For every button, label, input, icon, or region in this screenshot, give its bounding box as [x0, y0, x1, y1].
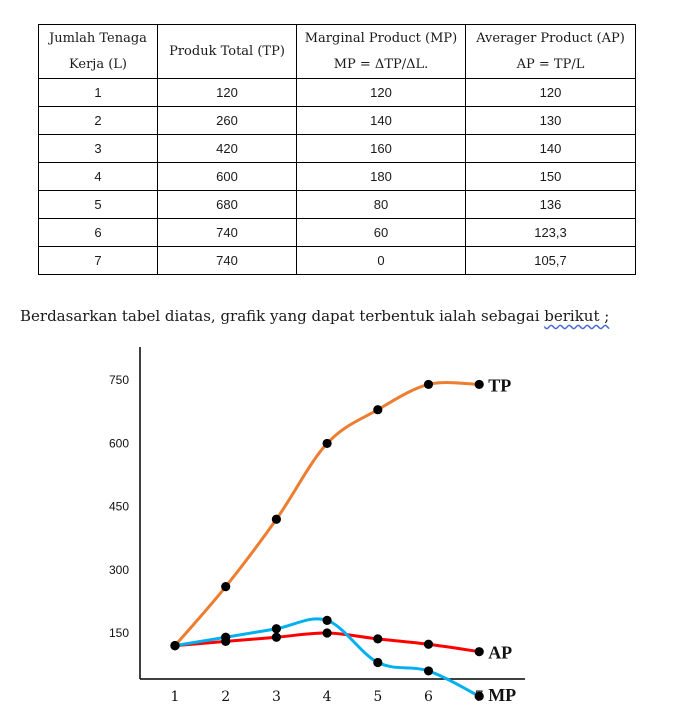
- mp-point: [271, 624, 281, 634]
- tp-line: [173, 381, 481, 648]
- header-tp: Produk Total (TP): [157, 24, 297, 79]
- cell-labor: 4: [38, 162, 158, 191]
- header-ap: Averager Product (AP) AP = TP/L: [465, 24, 636, 79]
- header-tp-line1: Produk Total (TP): [169, 43, 285, 59]
- header-labor: Jumlah Tenaga Kerja (L): [38, 24, 158, 79]
- data-points: [170, 379, 484, 701]
- tp-series-label: TP: [488, 375, 511, 395]
- intro-sentence-text: Berdasarkan tabel diatas, grafik yang da…: [20, 307, 545, 325]
- y-tick-label: 750: [109, 373, 129, 387]
- mp-point: [221, 632, 231, 642]
- cell-tp: 740: [157, 218, 297, 247]
- cell-labor: 7: [38, 246, 158, 275]
- tp-point: [221, 582, 231, 592]
- ap-point: [423, 639, 434, 649]
- cell-ap: 136: [465, 190, 636, 219]
- cell-mp: 80: [296, 190, 466, 219]
- mp-point: [423, 666, 434, 676]
- series-labels: AP MP TP: [488, 375, 516, 705]
- cell-mp: 160: [296, 134, 466, 163]
- cell-ap: 120: [465, 78, 636, 107]
- x-tick-label: 1: [171, 689, 180, 705]
- ap-point: [373, 634, 383, 644]
- cell-mp: 0: [296, 246, 466, 275]
- header-mp: Marginal Product (MP) MP = ΔTP/ΔL.: [296, 24, 466, 79]
- mp-point: [474, 691, 484, 701]
- cell-mp: 140: [296, 106, 466, 135]
- table-row: 6 740 60 123,3: [38, 218, 636, 247]
- x-tick-label: 4: [323, 689, 332, 705]
- tp-point: [474, 379, 484, 390]
- table-row: 7 740 0 105,7: [38, 246, 636, 275]
- mp-point: [373, 657, 383, 668]
- cell-tp: 600: [157, 162, 297, 191]
- ap-point: [322, 628, 332, 638]
- table-row: 4 600 180 150: [38, 162, 636, 191]
- y-tick-label: 450: [109, 500, 129, 514]
- header-ap-line1: Averager Product (AP): [476, 30, 625, 46]
- ap-point: [474, 647, 484, 657]
- x-tick-label: 3: [272, 689, 281, 705]
- cell-mp: 120: [296, 78, 466, 107]
- cell-mp: 60: [296, 218, 466, 247]
- mp-point: [322, 615, 332, 625]
- cell-ap: 150: [465, 162, 636, 191]
- cell-labor: 2: [38, 106, 158, 135]
- header-labor-line2: Kerja (L): [69, 56, 127, 72]
- y-tick-label: 300: [109, 563, 129, 577]
- x-tick-labels: 1234567: [171, 689, 484, 705]
- cell-mp: 180: [296, 162, 466, 191]
- spellcheck-flagged-text: berikut ;: [544, 307, 610, 325]
- series-lines: [173, 381, 481, 698]
- header-mp-line1: Marginal Product (MP): [304, 30, 458, 46]
- tp-point: [322, 438, 332, 449]
- x-tick-label: 5: [373, 689, 382, 705]
- tp-point: [423, 379, 434, 390]
- cell-tp: 420: [157, 134, 297, 163]
- x-tick-label: 6: [424, 689, 433, 705]
- header-mp-line2: MP = ΔTP/ΔL.: [333, 56, 429, 72]
- table-row: 1 120 120 120: [38, 78, 636, 107]
- ap-series-label: AP: [488, 643, 512, 663]
- header-labor-line1: Jumlah Tenaga: [49, 30, 147, 46]
- cell-ap: 140: [465, 134, 636, 163]
- cell-labor: 6: [38, 218, 158, 247]
- mp-series-label: MP: [488, 685, 516, 705]
- table-header-row: Jumlah Tenaga Kerja (L) Produk Total (TP…: [38, 24, 636, 79]
- cell-tp: 260: [157, 106, 297, 135]
- cell-tp: 740: [157, 246, 297, 275]
- y-tick-labels: 150 300 450 600 750: [109, 373, 129, 640]
- cell-labor: 5: [38, 190, 158, 219]
- cell-ap: 105,7: [465, 246, 636, 275]
- y-tick-label: 600: [109, 436, 129, 450]
- cell-tp: 680: [157, 190, 297, 219]
- header-ap-line2: AP = TP/L: [516, 56, 585, 72]
- table-row: 3 420 160 140: [38, 134, 636, 163]
- ap-point: [271, 632, 281, 642]
- cell-labor: 3: [38, 134, 158, 163]
- y-tick-label: 150: [109, 626, 129, 640]
- table-row: 2 260 140 130: [38, 106, 636, 135]
- intro-sentence: Berdasarkan tabel diatas, grafik yang da…: [20, 307, 609, 325]
- cell-ap: 130: [465, 106, 636, 135]
- cell-ap: 123,3: [465, 218, 636, 247]
- tp-point: [271, 514, 281, 524]
- production-table: Jumlah Tenaga Kerja (L) Produk Total (TP…: [38, 24, 636, 275]
- table-row: 5 680 80 136: [38, 190, 636, 219]
- tp-point: [170, 641, 180, 651]
- x-tick-label: 2: [221, 689, 230, 705]
- cell-tp: 120: [157, 78, 297, 107]
- tp-point: [373, 405, 383, 415]
- cell-labor: 1: [38, 78, 158, 107]
